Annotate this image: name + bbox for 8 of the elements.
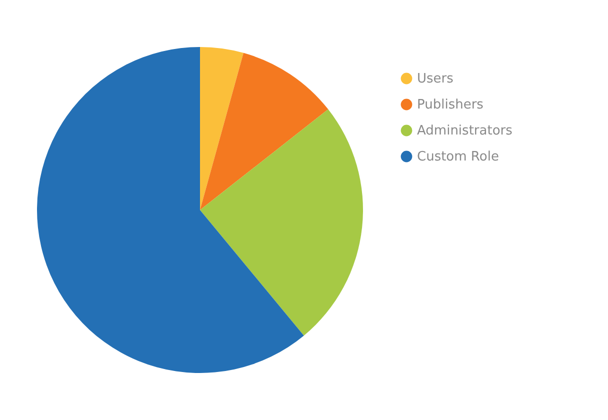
- pie-slice: [200, 109, 363, 336]
- legend-label: Publishers: [417, 98, 484, 112]
- pie-slice: [200, 52, 328, 210]
- legend-label: Administrators: [417, 124, 513, 138]
- legend-label: Users: [417, 72, 454, 86]
- legend-label: Custom Role: [417, 150, 499, 164]
- pie-slice: [37, 47, 304, 373]
- pie-slice: [200, 47, 244, 210]
